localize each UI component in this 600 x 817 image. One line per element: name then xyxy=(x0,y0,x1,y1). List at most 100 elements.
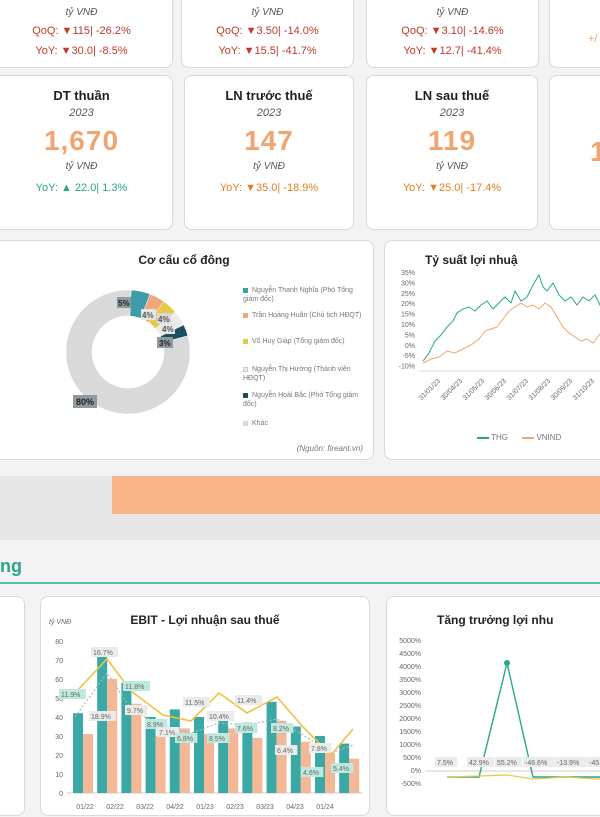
x-tick-label: 01/23 xyxy=(196,804,214,811)
data-label-bg xyxy=(157,727,180,737)
kpi-change: YoY: ▼35.0| -18.9% xyxy=(219,182,319,194)
kpi-change: YoY: ▲ 22.0| 1.3% xyxy=(35,182,128,194)
y-tick-label: 80 xyxy=(55,639,63,646)
net-income-bar xyxy=(179,728,190,793)
data-label-bg xyxy=(175,733,198,743)
x-tick-label: 30/09/23 xyxy=(550,378,574,402)
pct-label-4c xyxy=(161,323,175,334)
ebit-bar xyxy=(266,701,277,793)
data-label: -13.9% xyxy=(557,760,579,767)
x-tick-label: 31/08/23 xyxy=(528,378,552,402)
pct-label-80-text: 80% xyxy=(76,397,94,407)
data-label-bg xyxy=(89,711,116,721)
kpi-year: 2023 xyxy=(256,107,282,119)
ebit-bar xyxy=(218,713,229,793)
legend-thg: THG xyxy=(491,433,508,442)
data-label-bg xyxy=(435,757,458,767)
data-label-bg xyxy=(467,757,494,767)
pct-label-3 xyxy=(157,337,173,348)
net-income-bar xyxy=(228,728,239,793)
shareholder-card: Cơ cấu cổ đông 5% 4% 4% 4% 3% 80% Nguyễn… xyxy=(0,240,374,460)
ebit-bar xyxy=(169,709,180,793)
data-label-bg xyxy=(555,757,587,767)
yoy-change: YoY: ▼12.7| -41.4% xyxy=(403,45,502,57)
data-label-bg xyxy=(145,719,168,729)
kpi-card-partial: 1 +/ xyxy=(549,75,600,284)
vnindex-series-line xyxy=(422,302,600,364)
data-label: 7.6% xyxy=(237,726,253,733)
y-tick-label: 500% xyxy=(403,755,421,762)
data-label: 7.5% xyxy=(437,760,453,767)
kpi-year: 2023 xyxy=(69,107,94,119)
y-tick-label: 30 xyxy=(55,734,63,741)
y-tick-label: -10% xyxy=(399,364,415,371)
x-tick-label: 01/24 xyxy=(316,804,334,811)
kpi-title: LN sau thuế xyxy=(414,88,490,103)
x-tick-label: 30/04/23 xyxy=(440,378,464,402)
net-income-bar xyxy=(349,758,360,793)
pct-label-4a xyxy=(141,309,156,320)
data-label-bg xyxy=(59,689,86,699)
ebit-bar xyxy=(194,717,204,793)
net-income-bar xyxy=(155,736,166,793)
top-card-3: tỷ VNĐ QoQ: ▼3.10| -14.6% YoY: ▼12.7| -4… xyxy=(366,0,539,68)
data-label-bg xyxy=(301,767,324,777)
kpi-unit: tỷ VNĐ xyxy=(253,161,285,172)
data-label-bg xyxy=(275,745,298,755)
qoq-change: QoQ: ▼3.10| -14.6% xyxy=(401,25,504,37)
legend-item: Nguyễn Hoài Bắc (Phó Tổng giám đốc) xyxy=(243,392,359,408)
growth-series-line xyxy=(447,662,600,778)
ebit-bar xyxy=(315,736,325,793)
y-tick-label: 0 xyxy=(59,791,63,798)
kpi-unit: tỷ VNĐ xyxy=(436,161,468,172)
kpi-year: 2023 xyxy=(439,107,465,119)
banner-band-orange xyxy=(112,476,600,514)
y-tick-label: 1500% xyxy=(399,729,421,736)
y-tick-label: 0% xyxy=(405,343,415,350)
net-income-bar xyxy=(107,679,118,793)
legend-item: Nguyễn Thị Hường (Thành viên HĐQT) xyxy=(243,366,351,382)
ebit-bar xyxy=(242,722,253,793)
growth-peak-point xyxy=(504,660,510,666)
data-label: 42.9% xyxy=(469,760,489,767)
kpi-unit: tỷ VNĐ xyxy=(65,161,98,172)
y-tick-label: 20 xyxy=(55,753,63,760)
section-divider xyxy=(0,582,600,584)
data-label: 16.7% xyxy=(93,650,113,657)
growth-series-line-2 xyxy=(446,774,600,780)
pct-label-5 xyxy=(117,297,131,308)
data-label: 6.4% xyxy=(277,748,293,755)
shareholder-donut: 5% 4% 4% 4% 3% 80% xyxy=(65,289,191,415)
kpi-value: 147 xyxy=(244,125,294,156)
data-label: 11.9% xyxy=(61,692,80,699)
y-tick-label: 4000% xyxy=(399,664,421,671)
x-tick-label: 31/05/23 xyxy=(462,378,486,402)
source-note: (Nguồn: fireant.vn) xyxy=(296,444,363,453)
y-tick-label: 0% xyxy=(411,768,421,775)
data-label: 11.5% xyxy=(185,700,204,707)
ebit-chart-title: EBIT - Lợi nhuận sau thuế xyxy=(130,613,280,627)
data-label-bg xyxy=(235,695,262,705)
data-label: 7.1% xyxy=(159,730,175,737)
return-line-chart: 35%30%25%20%15%10%5%0%-5%-10%31/01/2330/… xyxy=(399,270,600,402)
pct-label-4c-text: 4% xyxy=(162,325,174,334)
unit-label: tỷ VNĐ xyxy=(251,7,284,18)
y-tick-label: 10% xyxy=(401,322,415,329)
net-income-bar xyxy=(325,753,335,793)
kpi-change: YoY: ▼25.0| -17.4% xyxy=(402,182,502,194)
y-tick-label: 15% xyxy=(401,312,415,319)
y-tick-label: 35% xyxy=(401,270,415,277)
y-tick-label: 4500% xyxy=(399,651,421,658)
data-label: 8.5% xyxy=(209,736,225,743)
data-label-bg xyxy=(587,757,600,767)
pct-label-80 xyxy=(73,395,97,408)
net-income-bar xyxy=(204,734,214,793)
data-label: 4.6% xyxy=(303,770,319,777)
ebit-unit: tỷ VNĐ xyxy=(49,619,72,626)
legend-vnindex: VNIND xyxy=(536,433,562,442)
y-tick-label: 5000% xyxy=(399,638,421,645)
data-label: 18.9% xyxy=(91,714,111,721)
section-title: ng xyxy=(0,556,22,576)
data-label-bg xyxy=(125,705,148,715)
net-margin-line xyxy=(74,671,354,754)
